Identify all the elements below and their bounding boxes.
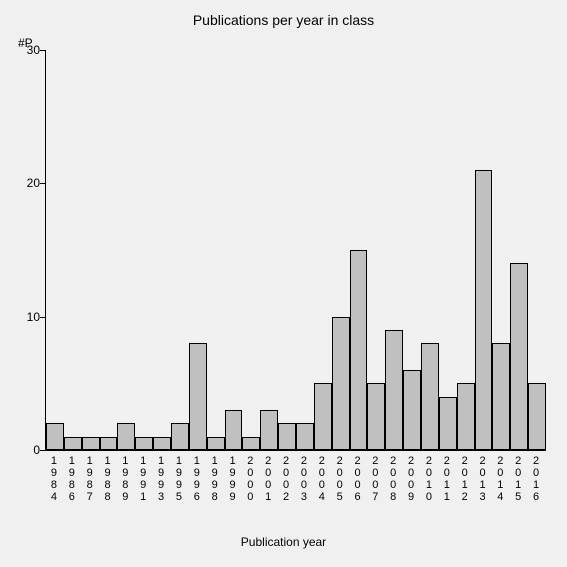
bar — [278, 423, 296, 450]
x-tick-label: 1999 — [228, 455, 238, 503]
x-axis-label: Publication year — [0, 535, 567, 549]
x-tick-label: 2006 — [353, 455, 363, 503]
bar — [332, 317, 350, 450]
bar — [135, 437, 153, 450]
x-tick-label: 1998 — [210, 455, 220, 503]
x-tick-label: 1987 — [85, 455, 95, 503]
bar — [367, 383, 385, 450]
bar — [225, 410, 243, 450]
bar — [207, 437, 225, 450]
bar — [510, 263, 528, 450]
bar — [528, 383, 546, 450]
x-tick-label: 1988 — [103, 455, 113, 503]
y-tick-label: 0 — [15, 443, 40, 457]
plot-area — [45, 50, 546, 451]
bar — [64, 437, 82, 450]
bar — [475, 170, 493, 450]
bar — [46, 423, 64, 450]
x-tick-label: 2004 — [317, 455, 327, 503]
x-tick-label: 1991 — [138, 455, 148, 503]
bar — [492, 343, 510, 450]
bar — [100, 437, 118, 450]
x-tick-label: 1996 — [192, 455, 202, 503]
bar — [242, 437, 260, 450]
bar — [439, 397, 457, 450]
y-tick-label: 30 — [15, 43, 40, 57]
x-tick-label: 2009 — [406, 455, 416, 503]
x-tick-label: 2000 — [245, 455, 255, 503]
bar — [189, 343, 207, 450]
x-tick-label: 1995 — [174, 455, 184, 503]
y-tick-label: 10 — [15, 310, 40, 324]
x-tick-label: 2011 — [442, 455, 452, 503]
bar — [421, 343, 439, 450]
x-tick-label: 2007 — [370, 455, 380, 503]
x-tick-label: 2001 — [263, 455, 273, 503]
bar — [153, 437, 171, 450]
x-tick-label: 2003 — [299, 455, 309, 503]
bar — [385, 330, 403, 450]
bar — [260, 410, 278, 450]
bar — [403, 370, 421, 450]
bar — [117, 423, 135, 450]
x-tick-label: 2015 — [513, 455, 523, 503]
x-tick-label: 2010 — [424, 455, 434, 503]
x-tick-label: 2008 — [388, 455, 398, 503]
x-tick-label: 2016 — [531, 455, 541, 503]
bar — [350, 250, 368, 450]
x-tick-label: 2005 — [335, 455, 345, 503]
bar — [314, 383, 332, 450]
chart-container: Publications per year in class #P Public… — [0, 0, 567, 567]
x-tick-label: 1984 — [49, 455, 59, 503]
bar — [457, 383, 475, 450]
bar — [171, 423, 189, 450]
x-tick-label: 2012 — [460, 455, 470, 503]
chart-title: Publications per year in class — [0, 12, 567, 28]
x-tick-label: 2014 — [495, 455, 505, 503]
x-tick-label: 1986 — [67, 455, 77, 503]
bar — [82, 437, 100, 450]
x-tick-label: 1993 — [156, 455, 166, 503]
y-tick-label: 20 — [15, 176, 40, 190]
x-tick-label: 2013 — [478, 455, 488, 503]
bar — [296, 423, 314, 450]
x-tick-label: 1989 — [120, 455, 130, 503]
x-tick-label: 2002 — [281, 455, 291, 503]
